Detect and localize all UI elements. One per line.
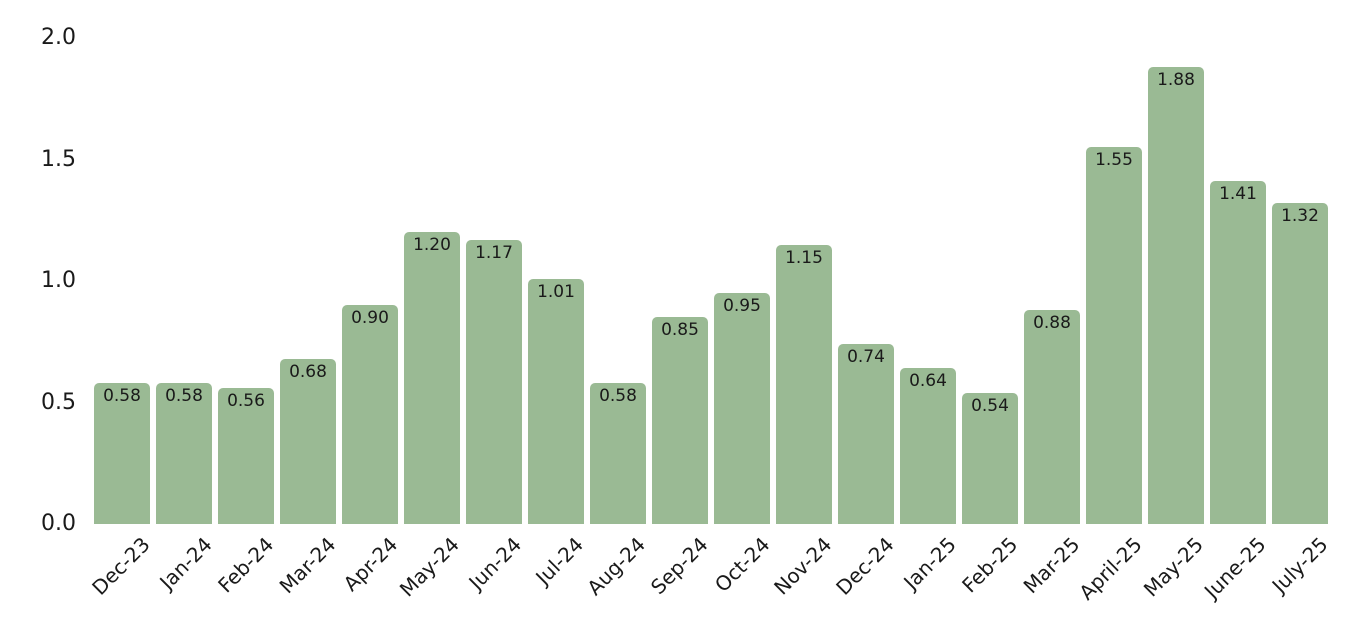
bar-value-label: 1.15 xyxy=(785,248,823,268)
bar-value-label: 1.55 xyxy=(1095,150,1133,170)
bar-value-label: 0.58 xyxy=(599,386,637,406)
x-tick-label: Jul-24 xyxy=(531,532,589,590)
x-tick-label: Jun-24 xyxy=(464,532,527,595)
x-tick-label: Aug-24 xyxy=(582,532,651,600)
bar-value-label: 1.88 xyxy=(1157,70,1195,90)
x-tick-label: Oct-24 xyxy=(709,532,775,597)
bar-value-label: 0.90 xyxy=(351,308,389,328)
bar-value-label: 0.88 xyxy=(1033,313,1071,333)
x-tick-label: Feb-24 xyxy=(213,532,279,598)
bar-value-label: 0.64 xyxy=(909,371,947,391)
bar-value-label: 1.41 xyxy=(1219,184,1257,204)
x-tick-label: Dec-24 xyxy=(830,532,899,600)
x-tick-label: Sep-24 xyxy=(645,532,713,600)
bar: 0.58 xyxy=(94,383,150,524)
x-tick-label: April-25 xyxy=(1073,532,1147,605)
bar: 1.17 xyxy=(466,240,522,524)
bar-value-label: 0.54 xyxy=(971,396,1009,416)
bar: 1.01 xyxy=(528,279,584,524)
x-tick-label: Nov-24 xyxy=(768,532,837,600)
bar: 0.68 xyxy=(280,359,336,524)
bar-value-label: 1.01 xyxy=(537,282,575,302)
y-tick-label: 0.5 xyxy=(41,389,76,415)
bar: 0.58 xyxy=(156,383,212,524)
x-tick-label: Feb-25 xyxy=(957,532,1023,598)
bar: 0.95 xyxy=(714,293,770,524)
bar: 0.54 xyxy=(962,393,1018,524)
x-tick-label: June-25 xyxy=(1199,532,1271,604)
bar-value-label: 0.58 xyxy=(103,386,141,406)
x-tick-label: Dec-23 xyxy=(86,532,155,600)
bar: 0.90 xyxy=(342,305,398,524)
bar: 1.32 xyxy=(1272,203,1328,524)
x-tick-label: Mar-24 xyxy=(274,532,341,599)
y-tick-label: 0.0 xyxy=(41,511,76,536)
bar-value-label: 0.74 xyxy=(847,347,885,367)
bar-value-label: 0.58 xyxy=(165,386,203,406)
bar: 0.56 xyxy=(218,388,274,524)
x-tick-label: Jan-24 xyxy=(154,532,217,595)
bar-value-label: 1.17 xyxy=(475,243,513,263)
bar: 1.88 xyxy=(1148,67,1204,524)
bar: 1.55 xyxy=(1086,147,1142,524)
bar: 0.64 xyxy=(900,368,956,524)
x-tick-label: May-25 xyxy=(1139,532,1209,602)
bar: 0.74 xyxy=(838,344,894,524)
bar: 1.41 xyxy=(1210,181,1266,524)
x-tick-label: Jan-25 xyxy=(898,532,961,595)
bar-value-label: 1.20 xyxy=(413,235,451,255)
bar: 0.85 xyxy=(652,317,708,524)
x-tick-label: July-25 xyxy=(1267,532,1333,598)
bar: 0.58 xyxy=(590,383,646,524)
y-tick-label: 1.5 xyxy=(41,146,76,172)
x-tick-label: May-24 xyxy=(395,532,465,602)
bar: 1.20 xyxy=(404,232,460,524)
x-tick-label: Apr-24 xyxy=(338,532,403,596)
y-tick-label: 2.0 xyxy=(41,25,76,50)
bar-value-label: 0.85 xyxy=(661,320,699,340)
y-tick-label: 1.0 xyxy=(41,268,76,293)
bar: 0.88 xyxy=(1024,310,1080,524)
bar-value-label: 0.68 xyxy=(289,362,327,382)
bar: 1.15 xyxy=(776,245,832,524)
bar-value-label: 0.56 xyxy=(227,391,265,411)
bar-value-label: 0.95 xyxy=(723,296,761,316)
bar-value-label: 1.32 xyxy=(1281,206,1319,226)
